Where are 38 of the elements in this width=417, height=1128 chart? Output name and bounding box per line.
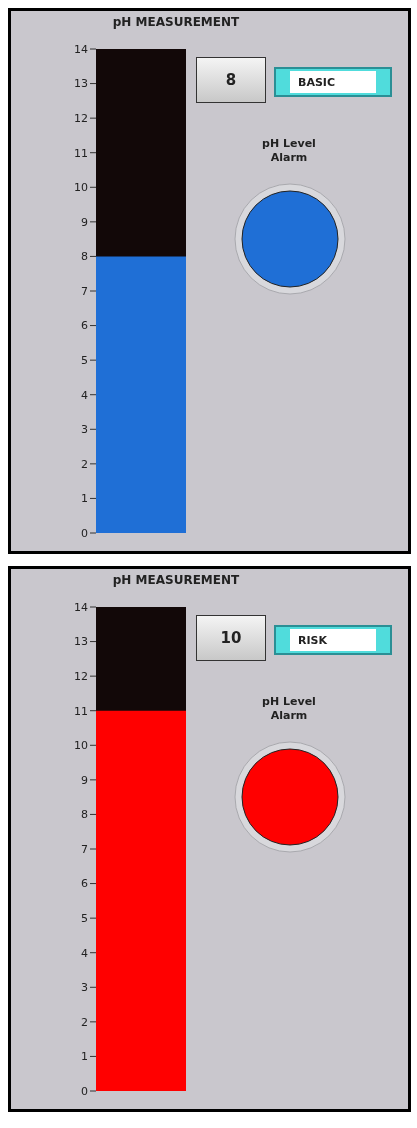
y-tick-label: 3	[81, 981, 88, 995]
y-tick-label: 10	[74, 739, 88, 753]
y-tick-label: 13	[74, 635, 88, 649]
y-tick-label: 9	[81, 215, 88, 229]
y-tick-label: 2	[81, 457, 88, 471]
chart-title: pH MEASUREMENT	[111, 15, 241, 29]
y-tick-label: 8	[81, 808, 88, 822]
y-tick-label: 0	[81, 1084, 88, 1098]
y-tick-label: 6	[81, 877, 88, 891]
y-tick-label: 0	[81, 526, 88, 540]
y-tick-label: 10	[74, 181, 88, 195]
y-tick-label: 12	[74, 670, 88, 684]
text: pH Level Alarm	[261, 137, 317, 165]
y-tick-label: 14	[74, 42, 88, 56]
text: pH Level Alarm	[261, 695, 317, 723]
y-tick-label: 13	[74, 77, 88, 91]
y-tick-label: 11	[74, 146, 88, 160]
y-tick-label: 1	[81, 1050, 88, 1064]
y-tick-label: 11	[74, 704, 88, 718]
y-tick-label: 2	[81, 1015, 88, 1029]
y-tick-label: 4	[81, 946, 88, 960]
text: BASIC	[290, 71, 376, 93]
y-tick-label: 14	[74, 600, 88, 614]
text: RISK	[290, 629, 376, 651]
y-tick-label: 4	[81, 388, 88, 402]
y-tick-label: 5	[81, 354, 88, 368]
y-tick-label: 5	[81, 912, 88, 926]
y-tick-label: 12	[74, 112, 88, 126]
text: 8	[196, 57, 266, 103]
text: 10	[196, 615, 266, 661]
y-tick-label: 1	[81, 492, 88, 506]
y-tick-label: 7	[81, 842, 88, 856]
y-tick-label: 6	[81, 319, 88, 333]
y-tick-label: 3	[81, 423, 88, 437]
y-tick-label: 9	[81, 773, 88, 787]
y-tick-label: 8	[81, 250, 88, 264]
chart-title: pH MEASUREMENT	[111, 573, 241, 587]
y-tick-label: 7	[81, 284, 88, 298]
